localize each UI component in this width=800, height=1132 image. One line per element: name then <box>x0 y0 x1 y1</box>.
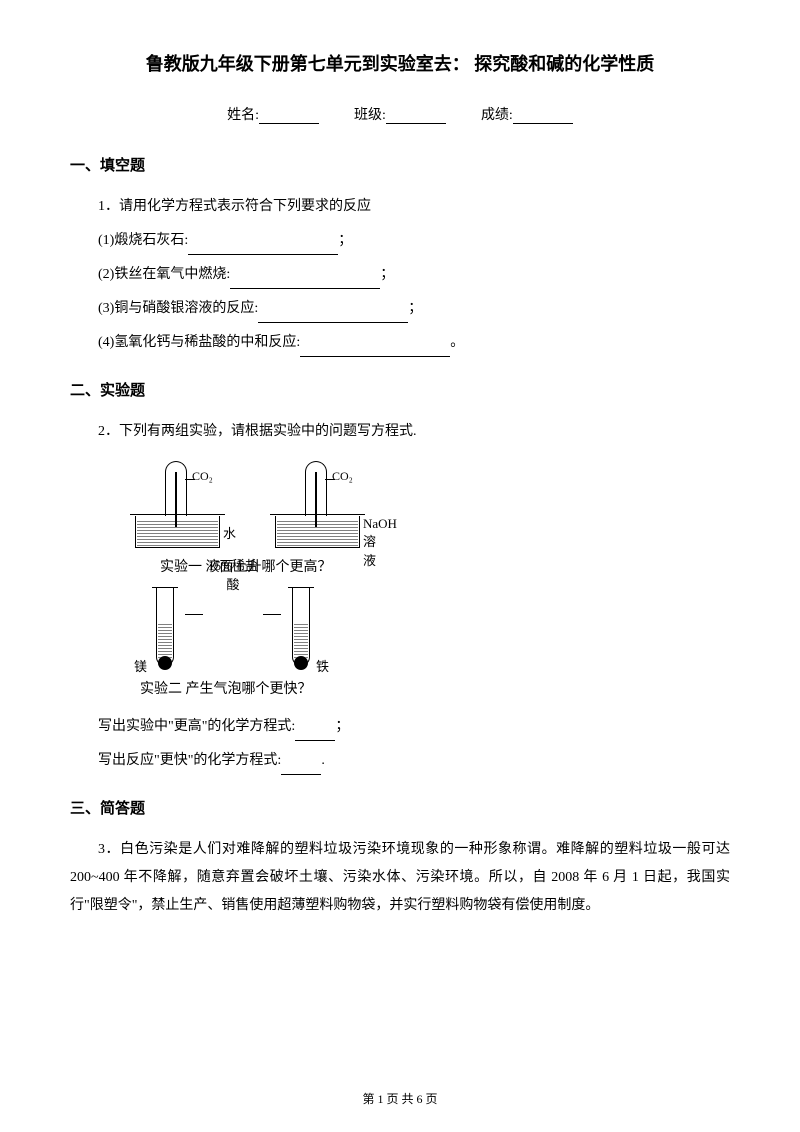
hcl-arrow: 15%稀盐酸 <box>185 595 281 633</box>
section-3-heading: 三、简答题 <box>70 797 730 818</box>
q3-text: 3．白色污染是人们对难降解的塑料垃圾污染环境现象的一种形象称谓。难降解的塑料垃圾… <box>70 836 730 920</box>
q2-intro: 2．下列有两组实验，请根据实验中的问题写方程式. <box>70 418 730 446</box>
q1-sub2-blank[interactable] <box>230 275 380 289</box>
exp1-row: CO₂ 水 CO₂ NaOH 溶液 <box>130 461 730 551</box>
q2-line2-end: . <box>321 753 325 768</box>
q2-line1-end: ； <box>335 719 349 734</box>
mg-label: 镁 <box>134 656 147 675</box>
name-label: 姓名: <box>227 108 259 123</box>
beaker-water: CO₂ 水 <box>130 461 230 551</box>
q1-intro: 1．请用化学方程式表示符合下列要求的反应 <box>70 193 730 221</box>
fe-label: 铁 <box>316 656 329 675</box>
q1-sub2: (2)铁丝在氧气中燃烧: ； <box>70 261 730 289</box>
q1-sub3-end: ； <box>408 301 422 316</box>
naoh-label-1: NaOH <box>363 516 397 532</box>
section-1-heading: 一、填空题 <box>70 154 730 175</box>
score-blank[interactable] <box>513 110 573 124</box>
q1-sub1-end: ； <box>338 233 352 248</box>
exp2-caption: 实验二 产生气泡哪个更快？ <box>140 678 730 698</box>
q2-line2-text: 写出反应"更快"的化学方程式: <box>98 753 281 768</box>
page-title: 鲁教版九年级下册第七单元到实验室去： 探究酸和碱的化学性质 <box>70 50 730 76</box>
beaker-naoh: CO₂ NaOH 溶液 <box>270 461 370 551</box>
q1-sub1-blank[interactable] <box>188 241 338 255</box>
q2-line1-text: 写出实验中"更高"的化学方程式: <box>98 719 295 734</box>
co2-label-2: CO₂ <box>332 469 353 484</box>
class-blank[interactable] <box>386 110 446 124</box>
info-row: 姓名: 班级: 成绩: <box>70 104 730 124</box>
name-blank[interactable] <box>259 110 319 124</box>
q1-sub2-end: ； <box>380 267 394 282</box>
q1-sub4: (4)氢氧化钙与稀盐酸的中和反应: 。 <box>70 329 730 357</box>
naoh-label-2: 溶液 <box>363 531 376 569</box>
score-label: 成绩: <box>481 108 513 123</box>
class-label: 班级: <box>354 108 386 123</box>
q1-sub4-text: (4)氢氧化钙与稀盐酸的中和反应: <box>98 335 300 350</box>
q2-line2-blank[interactable] <box>281 761 321 775</box>
tube-mg: 镁 <box>150 588 180 673</box>
q2-line2: 写出反应"更快"的化学方程式:. <box>70 747 730 775</box>
water-label: 水 <box>223 523 236 542</box>
q1-sub4-end: 。 <box>450 335 464 350</box>
q1-sub3-blank[interactable] <box>258 309 408 323</box>
section-2-heading: 二、实验题 <box>70 379 730 400</box>
hcl-text: 15%稀盐酸 <box>203 555 263 593</box>
page-footer: 第 1 页 共 6 页 <box>0 1090 800 1107</box>
q1-sub3-text: (3)铜与硝酸银溶液的反应: <box>98 301 258 316</box>
q1-sub1: (1)煅烧石灰石: ； <box>70 227 730 255</box>
q2-line1: 写出实验中"更高"的化学方程式: ； <box>70 713 730 741</box>
exp2-row: 镁 15%稀盐酸 铁 <box>150 588 730 673</box>
q2-line1-blank[interactable] <box>295 727 335 741</box>
q1-sub4-blank[interactable] <box>300 343 450 357</box>
experiment-diagram: CO₂ 水 CO₂ NaOH 溶液 实验一 液面上升哪个更高？ 镁 <box>130 461 730 698</box>
q1-sub1-text: (1)煅烧石灰石: <box>98 233 188 248</box>
q1-sub2-text: (2)铁丝在氧气中燃烧: <box>98 267 230 282</box>
co2-label-1: CO₂ <box>192 469 213 484</box>
q1-sub3: (3)铜与硝酸银溶液的反应: ； <box>70 295 730 323</box>
tube-fe: 铁 <box>286 588 316 673</box>
